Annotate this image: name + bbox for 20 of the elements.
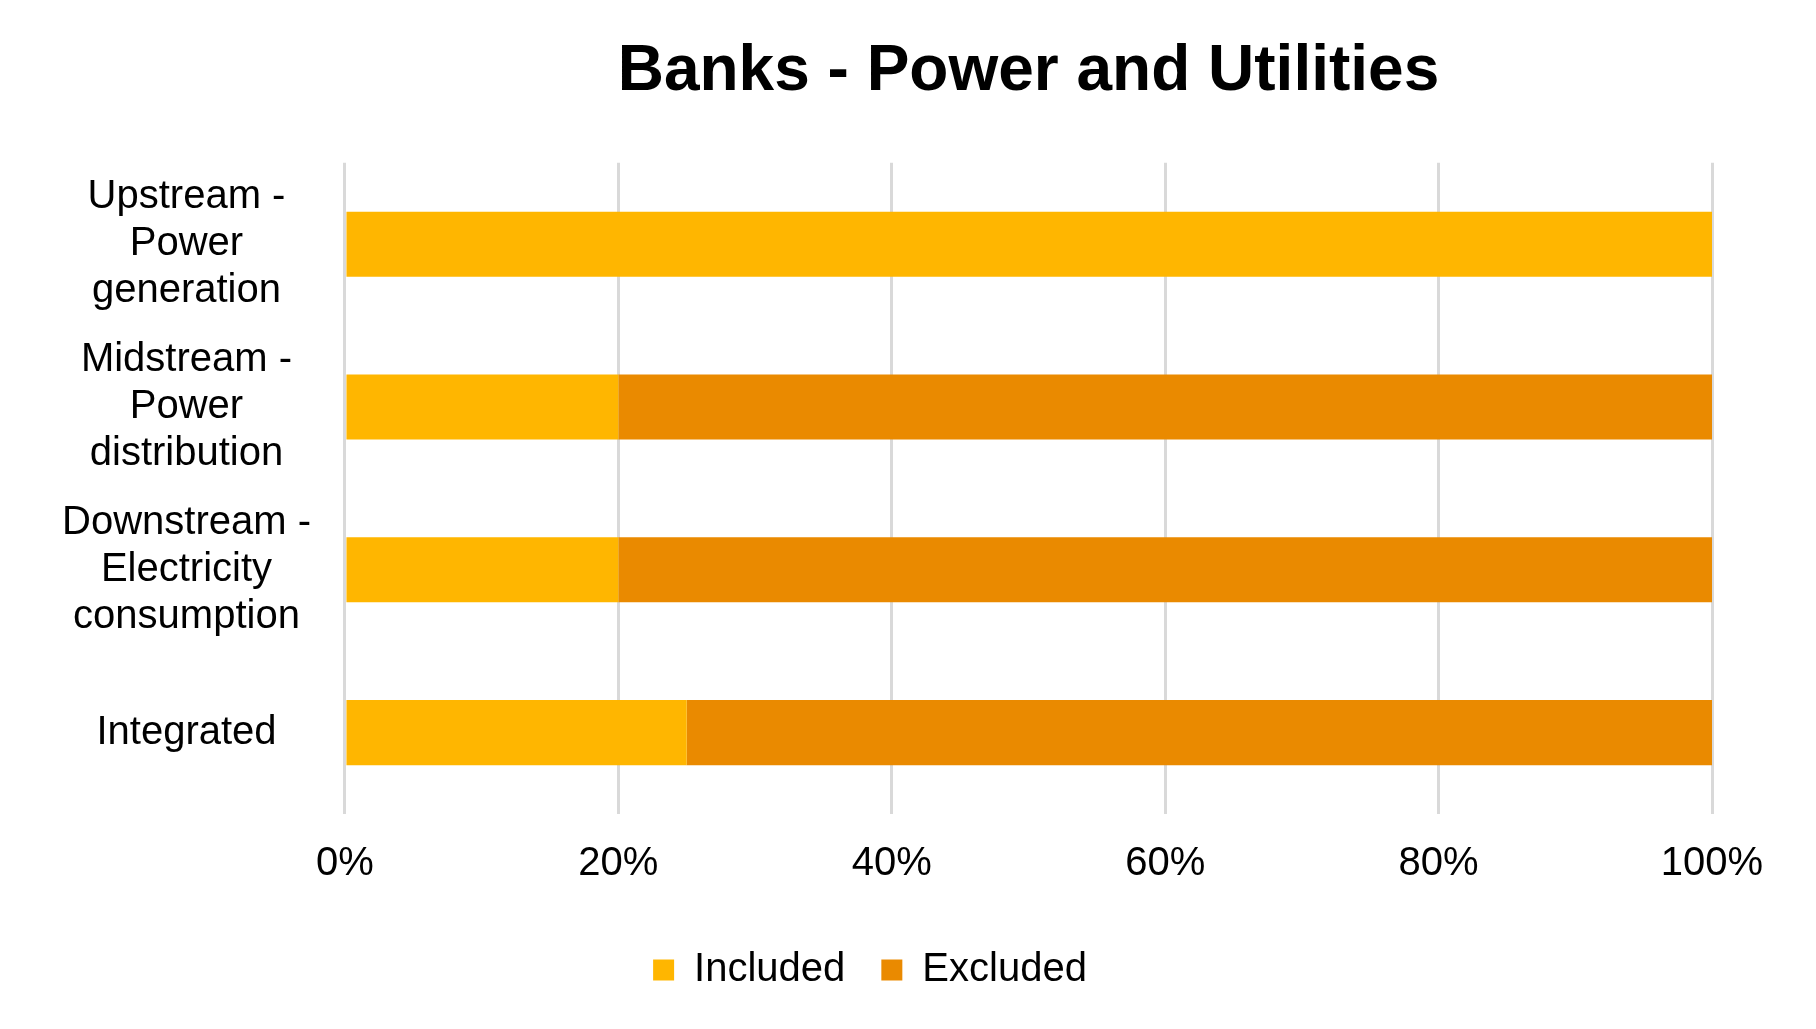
x-tick-label: 40% [851, 839, 932, 884]
y-tick-label: Integrated [96, 707, 277, 752]
legend-label: Excluded [922, 945, 1087, 990]
bar [346, 537, 619, 603]
x-tick-label: 0% [316, 839, 374, 884]
bar [686, 700, 1712, 766]
y-tick-label: Upstream - Power generation [87, 172, 286, 311]
bar [346, 374, 619, 440]
y-tick-label: Downstream - Electricity consumption [62, 498, 311, 636]
chart-title: Banks - Power and Utilities [617, 32, 1440, 105]
bar [618, 374, 1712, 440]
x-tick-label: 100% [1660, 839, 1764, 884]
y-tick-label: Midstream - Power distribution [80, 335, 293, 473]
bar [346, 700, 687, 766]
legend-label: Included [694, 945, 846, 990]
bar [346, 211, 1712, 277]
x-tick-label: 80% [1398, 839, 1479, 884]
bar [618, 537, 1712, 603]
x-tick-label: 20% [578, 839, 659, 884]
x-tick-label: 60% [1125, 839, 1206, 884]
